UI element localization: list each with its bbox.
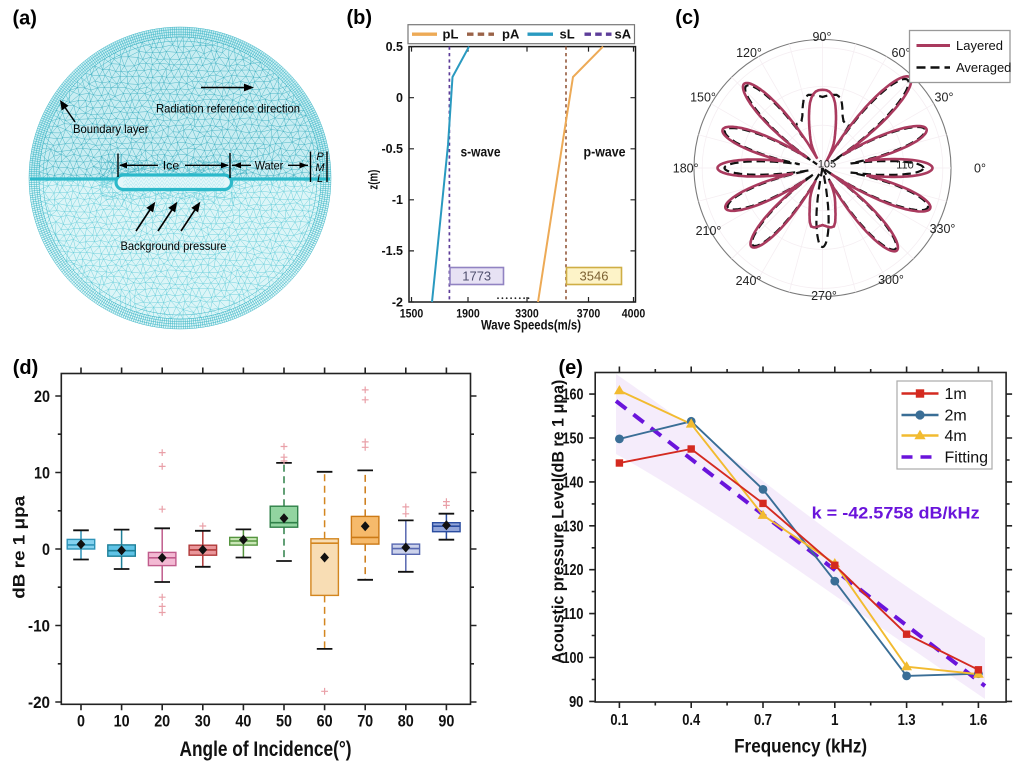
svg-text:pA: pA bbox=[502, 27, 520, 42]
svg-text:0: 0 bbox=[42, 540, 50, 559]
svg-text:-0.5: -0.5 bbox=[381, 142, 403, 156]
svg-text:3700: 3700 bbox=[577, 307, 601, 321]
svg-text:0: 0 bbox=[396, 91, 403, 105]
svg-text:0°: 0° bbox=[974, 162, 986, 176]
svg-text:100: 100 bbox=[563, 650, 584, 667]
svg-text:0.4: 0.4 bbox=[682, 712, 700, 729]
svg-text:k = -42.5758 dB/kHz: k = -42.5758 dB/kHz bbox=[812, 505, 980, 523]
svg-text:20: 20 bbox=[154, 712, 170, 731]
svg-text:150°: 150° bbox=[690, 91, 716, 105]
svg-text:1500: 1500 bbox=[400, 307, 424, 321]
svg-text:p-wave: p-wave bbox=[584, 144, 626, 160]
svg-text:20: 20 bbox=[34, 387, 50, 406]
svg-text:140: 140 bbox=[563, 474, 584, 491]
svg-text:4000: 4000 bbox=[622, 307, 646, 321]
svg-text:30°: 30° bbox=[935, 91, 954, 105]
svg-text:Angle of Incidence(°): Angle of Incidence(°) bbox=[180, 738, 352, 761]
svg-text:Water: Water bbox=[255, 158, 284, 172]
svg-text:1773: 1773 bbox=[462, 269, 491, 284]
svg-text:-1.5: -1.5 bbox=[381, 244, 403, 258]
svg-text:80: 80 bbox=[398, 712, 414, 731]
svg-text:Wave Speeds(m/s): Wave Speeds(m/s) bbox=[481, 317, 581, 333]
svg-text:-10: -10 bbox=[28, 617, 50, 636]
svg-text:-2: -2 bbox=[392, 295, 403, 309]
svg-text:70: 70 bbox=[357, 712, 373, 731]
svg-text:210°: 210° bbox=[696, 224, 722, 238]
svg-text:150: 150 bbox=[563, 431, 584, 448]
svg-text:sL: sL bbox=[560, 27, 575, 42]
svg-text:Radiation reference direction: Radiation reference direction bbox=[156, 102, 300, 116]
svg-text:s-wave: s-wave bbox=[461, 144, 501, 160]
svg-text:50: 50 bbox=[276, 712, 292, 731]
svg-text:3546: 3546 bbox=[580, 269, 609, 284]
svg-text:Boundary layer: Boundary layer bbox=[73, 122, 149, 136]
svg-text:10: 10 bbox=[114, 712, 130, 731]
svg-text:Background pressure: Background pressure bbox=[121, 239, 227, 253]
svg-text:330°: 330° bbox=[930, 222, 956, 236]
svg-text:10: 10 bbox=[34, 464, 50, 483]
svg-text:180°: 180° bbox=[673, 162, 699, 176]
svg-text:270°: 270° bbox=[811, 289, 837, 303]
svg-text:1900: 1900 bbox=[456, 307, 480, 321]
svg-text:M: M bbox=[315, 162, 325, 174]
svg-text:110: 110 bbox=[563, 606, 584, 623]
svg-text:-20: -20 bbox=[28, 693, 50, 712]
svg-text:60°: 60° bbox=[892, 46, 911, 60]
svg-text:pL: pL bbox=[443, 27, 459, 42]
svg-text:Fitting: Fitting bbox=[945, 450, 989, 467]
svg-text:P: P bbox=[316, 151, 324, 163]
svg-text:(b): (b) bbox=[347, 7, 373, 29]
svg-text:3300: 3300 bbox=[515, 307, 539, 321]
svg-text:Frequency (kHz): Frequency (kHz) bbox=[734, 737, 867, 758]
svg-text:(d): (d) bbox=[13, 357, 39, 379]
svg-text:105: 105 bbox=[818, 159, 836, 171]
svg-text:Ice: Ice bbox=[163, 158, 180, 172]
svg-text:-1: -1 bbox=[392, 193, 403, 207]
svg-text:1.6: 1.6 bbox=[969, 712, 987, 729]
svg-text:0.7: 0.7 bbox=[754, 712, 772, 729]
svg-text:0: 0 bbox=[77, 712, 85, 731]
svg-text:120°: 120° bbox=[736, 46, 762, 60]
svg-text:120: 120 bbox=[563, 562, 584, 579]
svg-text:90: 90 bbox=[569, 694, 584, 711]
svg-text:0.5: 0.5 bbox=[386, 40, 403, 54]
svg-text:sA: sA bbox=[615, 27, 632, 42]
svg-text:(a): (a) bbox=[13, 8, 37, 30]
svg-text:1m: 1m bbox=[945, 386, 967, 403]
svg-text:dB re 1 μpa: dB re 1 μpa bbox=[10, 495, 29, 599]
svg-text:(e): (e) bbox=[559, 357, 583, 379]
svg-text:0.1: 0.1 bbox=[610, 712, 628, 729]
svg-text:60: 60 bbox=[317, 712, 333, 731]
svg-text:40: 40 bbox=[235, 712, 251, 731]
svg-text:2m: 2m bbox=[945, 408, 967, 425]
svg-text:Acoustic pressure Level(dB re: Acoustic pressure Level(dB re 1 μpa) bbox=[550, 380, 568, 664]
svg-text:30: 30 bbox=[195, 712, 211, 731]
svg-text:240°: 240° bbox=[736, 274, 762, 288]
svg-text:z(m): z(m) bbox=[367, 170, 381, 190]
svg-text:90: 90 bbox=[438, 712, 454, 731]
svg-text:160: 160 bbox=[563, 387, 584, 404]
svg-text:L: L bbox=[317, 173, 323, 185]
svg-text:Averaged: Averaged bbox=[956, 60, 1011, 75]
svg-text:300°: 300° bbox=[878, 273, 904, 287]
svg-text:Layered: Layered bbox=[956, 38, 1003, 53]
svg-text:(c): (c) bbox=[675, 7, 699, 29]
svg-text:90°: 90° bbox=[813, 30, 832, 44]
svg-text:110: 110 bbox=[896, 160, 914, 172]
svg-text:4m: 4m bbox=[945, 428, 967, 445]
svg-text:1.3: 1.3 bbox=[898, 712, 916, 729]
svg-text:1: 1 bbox=[831, 712, 839, 729]
svg-text:130: 130 bbox=[563, 518, 584, 535]
